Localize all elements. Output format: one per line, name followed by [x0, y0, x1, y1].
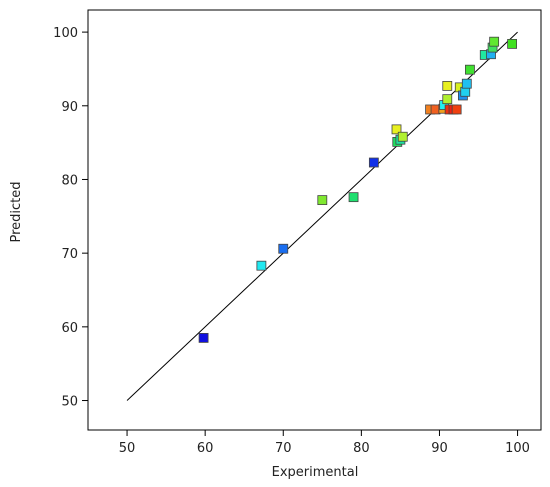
- y-tick-label: 50: [61, 395, 78, 410]
- data-point: [489, 36, 500, 47]
- y-tick-label: 100: [53, 26, 78, 41]
- y-axis-title: Predicted: [9, 181, 24, 242]
- x-axis: 50 60 70 80 90 100: [119, 430, 530, 456]
- data-point: [442, 80, 453, 91]
- data-point: [507, 38, 518, 49]
- data-point: [348, 192, 359, 203]
- y-tick-label: 60: [61, 321, 78, 336]
- data-point: [278, 243, 289, 254]
- data-point: [442, 94, 453, 105]
- x-tick-label: 50: [119, 441, 136, 456]
- x-tick-label: 70: [275, 441, 292, 456]
- data-point: [368, 157, 379, 168]
- x-tick-label: 100: [505, 441, 530, 456]
- x-tick-label: 60: [197, 441, 214, 456]
- y-tick-label: 80: [61, 173, 78, 188]
- points-layer: [198, 36, 518, 343]
- data-point: [317, 195, 328, 206]
- y-axis: 50 60 70 80 90 100: [53, 26, 88, 410]
- reference-line: [126, 31, 518, 401]
- x-tick-label: 80: [353, 441, 370, 456]
- y-tick-label: 90: [61, 100, 78, 115]
- data-point: [391, 124, 402, 135]
- data-point: [465, 64, 475, 75]
- y-tick-label: 70: [61, 247, 78, 262]
- x-tick-label: 90: [431, 441, 448, 456]
- data-point: [256, 260, 267, 271]
- data-point: [461, 78, 472, 89]
- reference-line-layer: [126, 31, 518, 401]
- data-point: [460, 86, 471, 97]
- x-axis-title: Experimental: [272, 465, 359, 480]
- data-point: [451, 104, 462, 115]
- data-point: [198, 332, 209, 343]
- data-point: [397, 131, 408, 142]
